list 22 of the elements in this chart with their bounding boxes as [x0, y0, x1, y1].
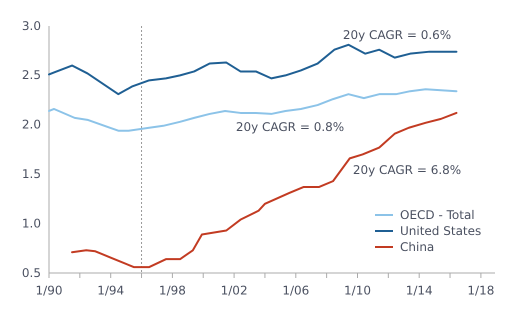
line-series — [48, 44, 458, 96]
y-tick-label: 2.5 — [22, 68, 41, 82]
y-tick-label: 1.0 — [22, 216, 41, 230]
x-tick-label: 1/10 — [344, 284, 371, 298]
legend-label: OECD - Total — [400, 208, 475, 222]
y-tick-label: 3.0 — [22, 18, 41, 33]
annotation: 20y CAGR = 0.8% — [236, 120, 344, 134]
y-tick-label: 0.5 — [22, 266, 41, 280]
legend-label: United States — [400, 224, 482, 238]
x-tick-label: 1/98 — [158, 284, 186, 298]
x-tick-label: 1/94 — [97, 284, 124, 298]
x-tick-label: 1/02 — [220, 284, 248, 298]
y-tick-label: 2.0 — [22, 118, 41, 132]
annotation: 20y CAGR = 0.6% — [342, 28, 452, 42]
legend-label: China — [400, 240, 434, 254]
line-series — [48, 88, 458, 132]
x-tick-label: 1/06 — [282, 284, 310, 298]
x-tick-label: 1/90 — [36, 284, 62, 298]
x-tick-label: 1/14 — [406, 284, 433, 298]
x-tick-label: 1/18 — [467, 284, 494, 298]
annotation: 20y CAGR = 6.8% — [352, 163, 462, 178]
y-tick-label: 1.5 — [22, 167, 41, 182]
